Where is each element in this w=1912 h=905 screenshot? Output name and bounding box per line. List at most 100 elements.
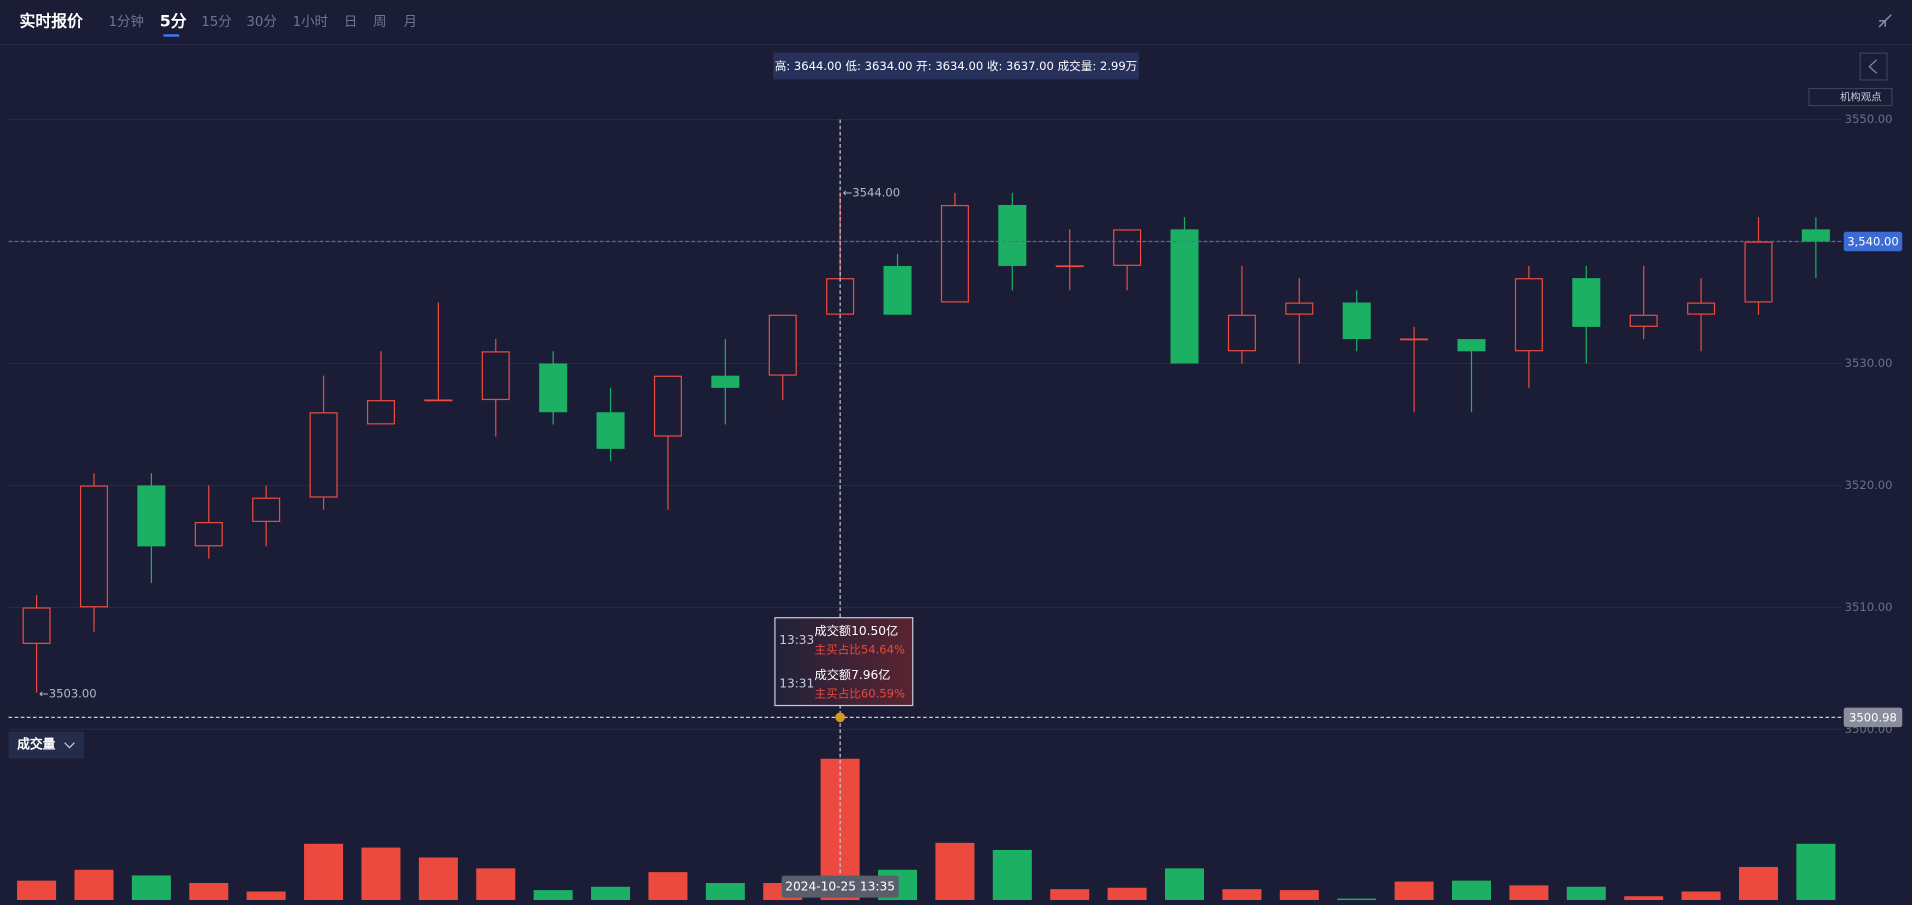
volume-bar: [1222, 889, 1262, 901]
volume-bar: [1050, 889, 1090, 901]
volume-bar: [1337, 898, 1377, 901]
volume-bar: [1681, 891, 1721, 901]
volume-bar: [1394, 881, 1434, 901]
y-tick-label: 3510.00: [1845, 600, 1893, 614]
tab[interactable]: 1小时: [293, 14, 328, 30]
candle-body: [1055, 265, 1084, 268]
candle-body: [366, 400, 395, 425]
volume-bar: [705, 883, 745, 901]
volume-bar: [1451, 880, 1492, 901]
candle-body: [79, 485, 109, 608]
plot: 3550.003540.003530.003520.003510.003500.…: [8, 112, 1903, 901]
volume-bar: [246, 891, 286, 901]
tab[interactable]: 15分: [201, 14, 231, 30]
candle-body: [1572, 278, 1601, 327]
volume-bar: [189, 883, 229, 901]
candle-body: [22, 607, 51, 644]
tab[interactable]: 日: [344, 15, 357, 30]
candle-body: [1687, 302, 1716, 315]
volume-bar: [1566, 886, 1606, 901]
panel-toggle[interactable]: [1859, 52, 1888, 81]
tooltip-time: 13:31: [779, 677, 814, 691]
crosshair-time-tag: [781, 875, 899, 898]
tooltip-amount: 成交额10.50亿: [815, 623, 899, 638]
last-price-text: 3,540.00: [1847, 235, 1899, 249]
tooltip-time: 13:33: [779, 633, 814, 647]
volume-selector-text: 成交量: [17, 737, 56, 753]
candle-body: [768, 314, 797, 376]
candle-body: [194, 522, 223, 547]
candle-body: [1744, 241, 1773, 303]
dropdown-icon: [64, 742, 75, 749]
volume-bar: [1509, 885, 1549, 901]
panel-toggle-icon: [1868, 59, 1878, 74]
tab-underline: [163, 34, 180, 37]
volume-bar: [1107, 887, 1147, 901]
candle-body: [1801, 229, 1830, 242]
candle-body: [1400, 338, 1429, 341]
volume-bar: [992, 849, 1032, 901]
volume-bar: [1279, 890, 1319, 901]
crosshair-value-text: 3500.98: [1849, 710, 1897, 724]
volume-bar: [17, 880, 57, 901]
volume-bar: [1796, 843, 1836, 901]
candle-body: [1629, 314, 1658, 327]
candle-body: [1170, 229, 1199, 364]
candle-body: [711, 375, 740, 388]
candle-body: [1227, 314, 1256, 352]
volume-bar: [533, 890, 573, 901]
candle-body: [481, 351, 510, 401]
candle-body: [883, 265, 912, 315]
candle-body: [137, 485, 166, 547]
tab[interactable]: 1分钟: [109, 13, 144, 30]
candle-body: [596, 412, 625, 449]
volume-bar: [418, 857, 458, 901]
collapse-icon[interactable]: [1878, 14, 1892, 28]
candle-body: [1285, 302, 1314, 315]
tooltip-amount: 成交额7.96亿: [815, 667, 891, 682]
y-tick-label: 3550.00: [1845, 112, 1893, 126]
low-label: ←3503.00: [39, 686, 97, 700]
candle-body: [998, 204, 1027, 266]
tab[interactable]: 5分: [160, 12, 187, 31]
crosshair-time-text: 2024-10-25 13:35: [785, 880, 895, 894]
header-title: 实时报价: [20, 12, 84, 31]
volume-bar: [131, 875, 171, 901]
crosshair-dot: [835, 712, 846, 723]
candle-body: [309, 412, 338, 498]
candle-body: [653, 375, 682, 437]
volume-bar: [361, 847, 401, 901]
volume-bar: [1738, 866, 1778, 901]
info-bar-text: 高: 3644.00 低: 3634.00 开: 3634.00 收: 3637…: [775, 59, 1138, 73]
candle-body: [940, 204, 969, 303]
tab[interactable]: 周: [373, 15, 386, 30]
candle-body: [1514, 278, 1543, 352]
volume-bar: [74, 869, 114, 901]
tooltip-ratio: 主买占比60.59%: [815, 686, 905, 700]
badge[interactable]: [1808, 87, 1893, 107]
volume-bar: [591, 886, 631, 901]
volume-bar: [1624, 896, 1664, 901]
info-bar: [773, 52, 1139, 80]
badge-text: 机构观点: [1840, 91, 1881, 104]
volume-bar: [1165, 868, 1205, 901]
candle-body: [1457, 339, 1486, 352]
tab[interactable]: 月: [404, 15, 417, 30]
tab[interactable]: 30分: [246, 14, 276, 30]
y-tick-label: 3520.00: [1845, 478, 1893, 492]
volume-bar: [935, 842, 975, 901]
candle-body: [1342, 302, 1371, 340]
volume-bar: [476, 868, 516, 901]
tooltip-box: [774, 617, 914, 707]
volume-bar: [304, 843, 344, 901]
volume-bar: [648, 872, 688, 901]
y-tick-label: 3530.00: [1845, 356, 1893, 370]
candle-body: [1113, 229, 1142, 266]
crosshair-value-tag: [1843, 707, 1903, 728]
candle-body: [539, 363, 568, 413]
candle-body: [252, 497, 281, 523]
